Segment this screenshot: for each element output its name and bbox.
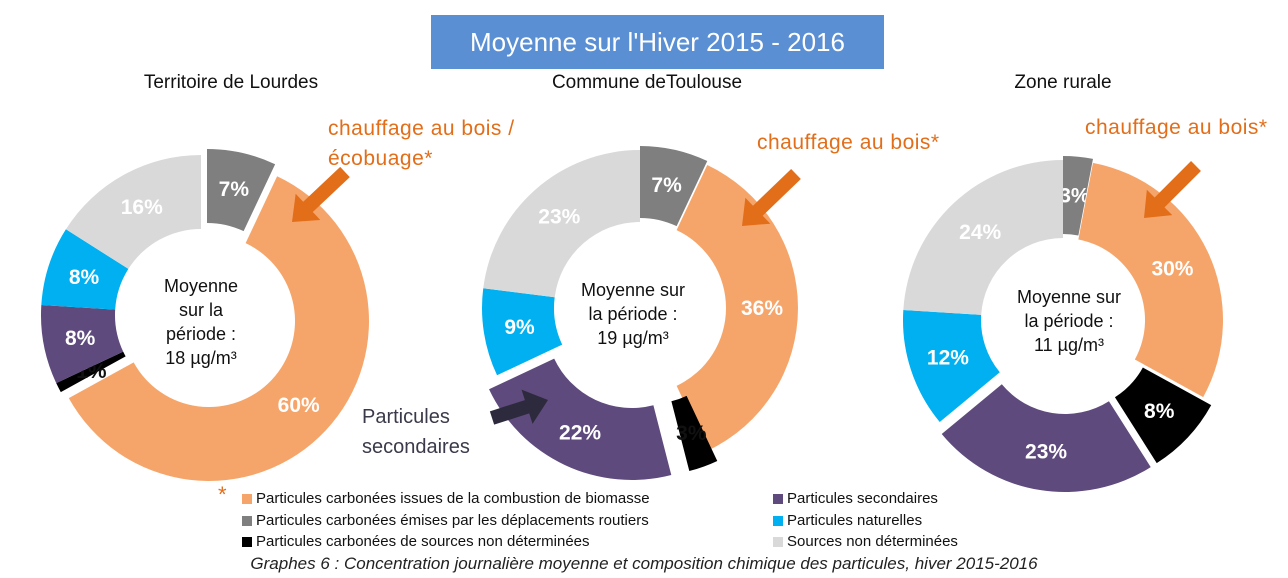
slice-label: 3% [1059,185,1090,208]
donut-slice [207,149,276,232]
annotation-secondaires: Particules secondaires [362,406,470,458]
center-line: 18 µg/m³ [165,348,237,368]
center-line: la période : [1024,311,1114,331]
legend-item-sources-non-determinees: Sources non déterminées [773,533,958,550]
donut-slice [483,150,640,298]
legend-swatch [242,515,252,526]
center-line: la période : [588,304,678,324]
annotation-rural-bois: chauffage au bois* [1085,116,1268,139]
legend-item-secondaires: Particules secondaires [773,490,938,507]
slice-label: 24% [959,221,1001,244]
donut-slice [1114,367,1212,464]
donut-slice [676,165,798,451]
slice-label: 9% [504,316,535,339]
legend-swatch [242,536,252,547]
donut-slice [903,309,1000,422]
center-label-toulouse: Moyenne sur la période : 19 µg/m³ [558,278,708,350]
slice-label: 7% [651,174,682,197]
center-line: 11 µg/m³ [1033,335,1105,355]
donut-slice [489,358,672,480]
legend-item-routiers: Particules carbonées émises par les dépl… [242,512,649,529]
pointer-arrow-secondaires [489,389,548,425]
donut-slice [56,351,126,393]
donut-hole [119,233,283,397]
donut-slice [482,288,563,376]
slice-label: 60% [278,394,320,417]
legend-swatch [773,536,783,547]
legend-swatch [242,493,252,504]
donut-hole [558,226,722,390]
center-line: Moyenne sur [580,280,686,300]
slice-label: 8% [69,266,100,289]
legend-label: Particules secondaires [787,490,938,507]
donut-hole [985,242,1141,398]
donut-slice [40,304,124,384]
legend-label: Particules carbonées issues de la combus… [256,490,650,507]
chart-title-toulouse: Commune deToulouse [551,72,743,93]
donut-slice [1063,156,1093,236]
pointer-arrow-lourdes [292,166,350,222]
center-line: Moyenne sur [1016,287,1122,307]
annotation-lourdes-bois: chauffage au bois / écobuage* [328,117,515,170]
legend-item-biomasse: Particules carbonées issues de la combus… [242,490,650,507]
slice-label: 16% [121,196,163,219]
donut-slice [68,176,370,482]
legend-item-naturelles: Particules naturelles [773,512,922,529]
legend-swatch [773,515,783,526]
legend-label: Particules carbonées émises par les dépl… [256,512,649,529]
center-label-rural: Moyenne sur la période : 11 µg/m³ [994,285,1144,357]
legend-item-non-determinees: Particules carbonées de sources non déte… [242,533,590,550]
chart-title-lourdes: Territoire de Lourdes [143,72,319,93]
pointer-arrow-toulouse [742,168,801,226]
slice-label: 7% [219,178,250,201]
donut-slice [65,155,201,269]
slice-label: 8% [1144,400,1175,423]
legend-label: Particules carbonées de sources non déte… [256,533,590,550]
legend-star: * [218,482,227,507]
annotation-toulouse-bois: chauffage au bois* [757,131,940,154]
donut-slice [671,395,718,472]
center-line: Moyenne [163,276,239,296]
chart-title-rural: Zone rurale [1014,72,1112,93]
donut-slice [941,384,1151,493]
legend-swatch [773,493,783,504]
slice-label: 12% [927,346,969,369]
legend-label: Particules naturelles [787,512,923,529]
legend-label: Sources non déterminées [787,533,958,550]
slice-label: 30% [1151,257,1193,280]
slice-label: 23% [1025,441,1067,464]
slice-label: 36% [741,297,783,320]
slice-label: 23% [538,205,580,228]
donut-slice [1078,162,1224,398]
slice-label: 22% [559,421,601,444]
slice-label: 3% [676,422,707,445]
center-line: période : [165,324,237,344]
donut-slice [41,229,129,310]
donut-slice [640,146,708,227]
center-line: 19 µg/m³ [597,328,669,348]
center-label-lourdes: Moyenne sur la période : 18 µg/m³ [126,274,276,370]
pointer-arrow-rural [1144,161,1201,218]
donut-slice [903,160,1063,315]
figure-caption: Graphes 6 : Concentration journalière mo… [250,554,1038,573]
center-line: sur la [178,300,223,320]
slice-label: 8% [65,327,96,350]
banner-title: Moyenne sur l'Hiver 2015 - 2016 [431,15,884,69]
